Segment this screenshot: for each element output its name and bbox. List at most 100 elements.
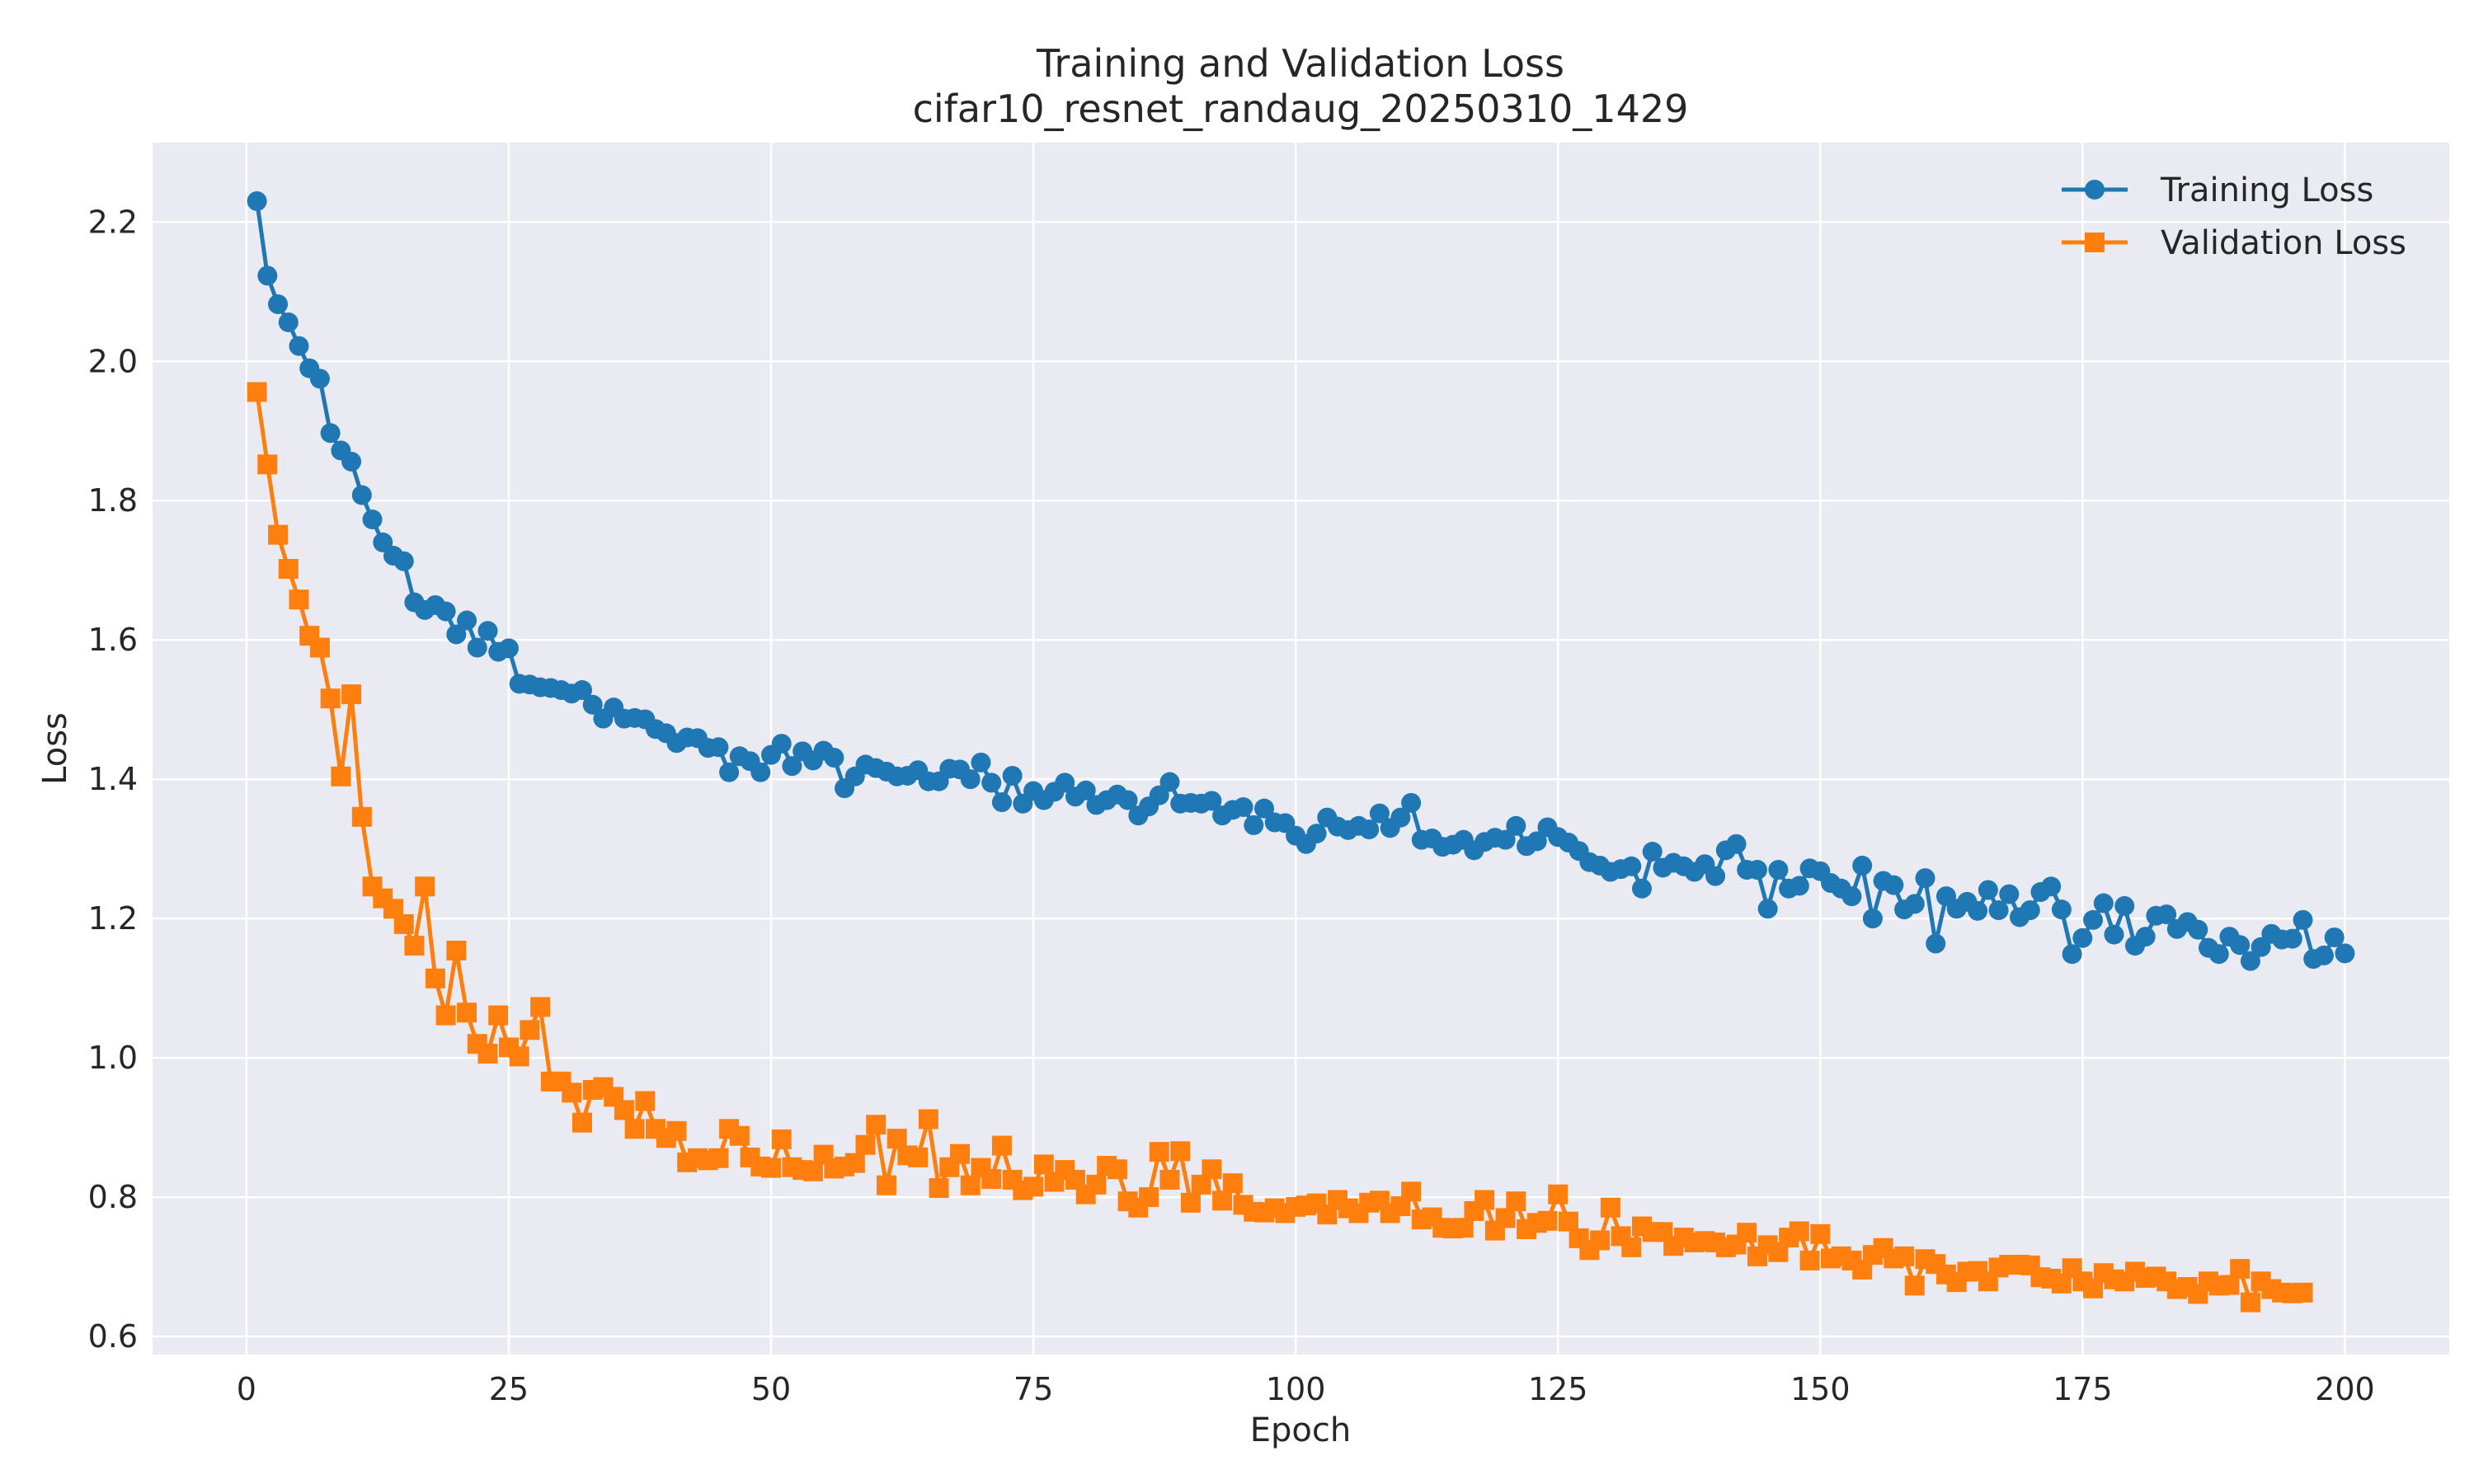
validation-loss-point [1600, 1197, 1620, 1218]
validation-loss-point [1212, 1190, 1233, 1211]
training-loss-point [971, 752, 991, 773]
training-loss-point [1390, 807, 1411, 828]
x-tick-label: 200 [2315, 1371, 2375, 1407]
training-loss-point [991, 792, 1012, 813]
validation-loss-point [1033, 1154, 1054, 1175]
validation-loss-point [562, 1082, 582, 1103]
x-tick-label: 125 [1528, 1371, 1588, 1407]
validation-loss-point [1904, 1275, 1925, 1296]
validation-loss-point [1159, 1169, 1180, 1190]
training-loss-point [268, 294, 289, 314]
training-loss-point [477, 621, 498, 641]
x-tick-label: 0 [237, 1371, 256, 1407]
training-loss-point [2188, 919, 2208, 940]
y-tick-label: 1.2 [88, 900, 138, 937]
training-loss-point [362, 510, 383, 530]
training-loss-point [1369, 803, 1390, 824]
training-loss-point [1915, 868, 1935, 889]
validation-loss-point [1737, 1223, 1757, 1243]
training-loss-point [719, 762, 740, 782]
validation-loss-point [908, 1147, 929, 1167]
training-loss-point [2083, 909, 2104, 930]
training-loss-point [320, 423, 341, 444]
x-tick-label: 150 [1790, 1371, 1851, 1407]
validation-loss-point [981, 1169, 1002, 1190]
validation-loss-point [477, 1044, 498, 1064]
validation-loss-point [635, 1091, 656, 1111]
y-axis-label: Loss [36, 712, 74, 785]
training-loss-point [708, 737, 729, 758]
validation-loss-point [278, 559, 299, 580]
training-loss-point [1233, 796, 1253, 817]
training-loss-point [457, 610, 477, 631]
validation-loss-point [425, 968, 445, 989]
validation-loss-point [415, 876, 435, 897]
training-loss-point [278, 312, 299, 332]
training-loss-point [1726, 834, 1747, 854]
validation-loss-point [918, 1109, 938, 1129]
training-loss-point [571, 680, 592, 701]
validation-loss-point [1789, 1221, 1809, 1242]
training-loss-point [1926, 933, 1946, 954]
validation-loss-point [1495, 1208, 1516, 1228]
validation-loss-point [1149, 1142, 1169, 1162]
validation-loss-point [1558, 1211, 1578, 1232]
training-loss-point [1631, 878, 1652, 899]
validation-loss-point [457, 1003, 477, 1023]
validation-loss-point [876, 1175, 896, 1195]
training-loss-point [2240, 951, 2260, 971]
validation-loss-series [247, 382, 2313, 1313]
training-loss-point [1202, 791, 1222, 811]
training-loss-point [1149, 785, 1169, 805]
validation-loss-point [289, 589, 309, 610]
training-loss-point [1621, 856, 1642, 876]
validation-loss-point [247, 382, 267, 402]
training-loss-point [2051, 899, 2072, 920]
training-loss-point [1747, 860, 1767, 880]
training-loss-point [1841, 886, 1862, 907]
validation-loss-point [771, 1129, 792, 1149]
validation-loss-point [1799, 1250, 1820, 1270]
training-loss-point [247, 190, 267, 211]
training-loss-point [1862, 909, 1883, 929]
training-loss-point [2072, 928, 2093, 948]
training-loss-point [1359, 819, 1380, 839]
training-loss-point [2104, 924, 2124, 945]
validation-loss-point [1107, 1159, 1127, 1180]
y-tick-label: 1.4 [88, 761, 138, 797]
y-tick-label: 1.0 [88, 1040, 138, 1076]
validation-loss-point [929, 1178, 949, 1199]
validation-loss-point [2293, 1282, 2313, 1303]
training-loss-point [2313, 945, 2334, 965]
legend-label: Validation Loss [2161, 224, 2406, 262]
validation-loss-point [1202, 1159, 1222, 1180]
y-tick-label: 2.0 [88, 343, 138, 379]
validation-loss-point [1453, 1218, 1474, 1238]
training-loss-point [1495, 829, 1516, 850]
y-tick-label: 1.6 [88, 622, 138, 658]
training-loss-point [824, 747, 844, 768]
chart-title: Training and Validation Loss [1036, 41, 1564, 86]
validation-loss-point [2230, 1259, 2251, 1280]
validation-loss-point [729, 1125, 750, 1146]
training-loss-point [2114, 895, 2135, 916]
validation-loss-point [624, 1119, 645, 1139]
training-loss-point [1884, 875, 1904, 895]
validation-loss-point [960, 1175, 981, 1195]
training-loss-point [1159, 772, 1180, 792]
legend-label: Training Loss [2160, 171, 2373, 209]
training-loss-point [257, 265, 278, 286]
legend-item-validation-loss: Validation Loss [2062, 224, 2406, 262]
training-loss-point [1978, 880, 1998, 900]
training-loss-point [1306, 824, 1327, 844]
training-loss-point [1852, 855, 1873, 876]
chart-subtitle: cifar10_resnet_randaug_20250310_1429 [913, 87, 1689, 131]
training-loss-point [2335, 943, 2355, 964]
legend: Training Loss Validation Loss [2062, 171, 2406, 262]
training-loss-point [2135, 927, 2156, 947]
validation-loss-point [257, 454, 278, 475]
validation-loss-point [520, 1020, 540, 1040]
validation-loss-point [866, 1115, 887, 1135]
validation-loss-point [1401, 1181, 1422, 1202]
